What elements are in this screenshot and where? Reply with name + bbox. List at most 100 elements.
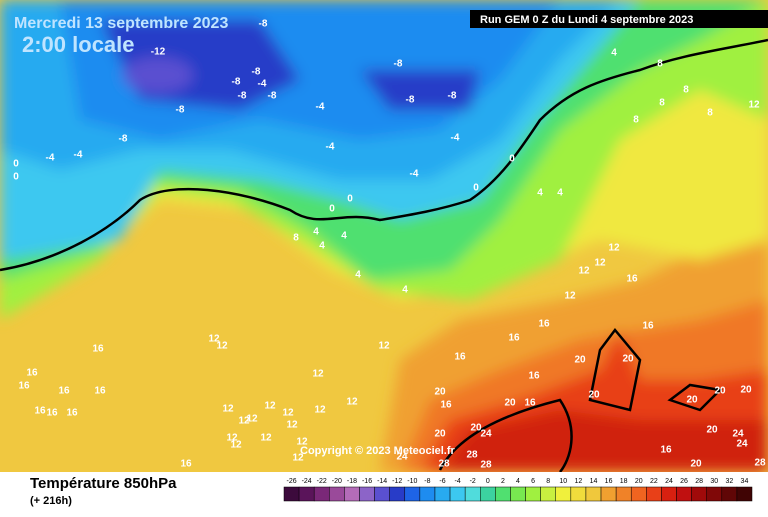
temp-label: 24 [480,429,492,440]
footer-title: Température 850hPa [30,475,177,492]
legend-label: 34 [741,478,749,485]
temp-label: 4 [319,241,325,252]
temp-label: 16 [454,352,466,363]
legend-swatch [480,486,496,502]
temp-label: 16 [58,386,70,397]
temp-label: 4 [355,270,361,281]
legend-label: 10 [559,478,567,485]
legend-swatch [661,486,677,502]
temp-label: -8 [259,19,268,30]
temp-label: 0 [509,154,515,165]
temp-label: 16 [660,445,672,456]
temp-label: -8 [268,91,277,102]
legend-swatch [495,486,511,502]
legend-label: 26 [680,478,688,485]
legend-swatch [464,486,481,502]
temp-label: 12 [346,397,358,408]
temp-label: 16 [94,386,106,397]
legend-swatch [615,486,632,502]
temp-label: 16 [34,406,46,417]
temp-label: 12 [314,405,326,416]
legend-label: -10 [407,478,417,485]
legend-label: 2 [501,478,505,485]
legend-swatch [540,486,556,502]
legend-swatch [736,486,753,502]
temp-label: 12 [378,341,390,352]
legend-label: -24 [302,478,312,485]
temp-label: 4 [557,188,563,199]
temp-label: -4 [74,150,83,161]
temp-label: 12 [222,404,234,415]
legend-label: -26 [286,478,296,485]
legend-swatch [706,486,723,502]
temp-label: 4 [402,285,408,296]
legend-label: -16 [362,478,372,485]
temp-label: 12 [264,401,276,412]
temp-label: 24 [732,429,744,440]
forecast-date: Mercredi 13 septembre 2023 [14,15,228,32]
map-labels: -8-12-848-8-8-4-8-8-8-8 -8-4-8-4-400-4-4-… [13,19,766,471]
legend-swatch [630,486,647,502]
legend-label: 20 [635,478,643,485]
forecast-time: 2:00 locale [22,32,135,57]
legend-swatch [404,486,421,502]
temp-label: -4 [326,142,335,153]
legend-swatch [721,486,738,502]
temp-label: 20 [622,354,634,365]
temp-label: -8 [448,91,457,102]
temp-label: 12 [748,100,760,111]
legend: -26 -24 -22 -20 -18 -16 -14 -12 -10 -8 -6 -4 -2 0 2 4 6 8… [283,478,753,502]
legend-swatch [344,486,360,502]
legend-swatch [434,486,451,502]
temp-label: 24 [396,452,408,463]
temp-label: -8 [252,67,261,78]
legend-label: -4 [454,478,460,485]
temp-label: 12 [208,334,220,345]
legend-label: 16 [605,478,613,485]
temp-label: 20 [470,423,482,434]
temp-label: 0 [347,194,353,205]
temp-label: 8 [633,115,639,126]
temp-label: 0 [13,159,19,170]
map-background [0,0,768,472]
temp-label: -4 [46,153,55,164]
temp-label: -4 [410,169,419,180]
temp-label: 16 [180,459,192,470]
temp-label: 8 [659,98,665,109]
temp-label: -8 [238,91,247,102]
legend-label: -22 [317,478,327,485]
temp-label: -8 [176,105,185,116]
temp-label: 16 [538,319,550,330]
legend-swatch [676,486,692,502]
legend-swatch [313,486,330,502]
temp-label: 8 [293,233,299,244]
run-box [470,10,768,28]
temp-label: -8 [232,77,241,88]
legend-swatch [600,486,617,502]
temp-label: 12 [286,420,298,431]
legend-label: 0 [486,478,490,485]
temp-label: 28 [466,450,478,461]
legend-label: 24 [665,478,673,485]
temp-label: 12 [296,437,308,448]
temp-label: 4 [611,48,617,59]
temp-label: 20 [714,386,726,397]
temp-label: 20 [690,459,702,470]
legend-swatch [359,486,375,502]
temp-label: 0 [329,204,335,215]
legend-swatch [389,486,406,502]
legend-swatch [510,486,526,502]
legend-swatch [646,486,662,502]
run-info: Run GEM 0 Z du Lundi 4 septembre 2023 [480,14,693,26]
temp-label: -4 [258,79,267,90]
temp-label: 0 [473,183,479,194]
legend-label: -2 [470,478,476,485]
legend-label: 18 [620,478,628,485]
legend-label: 8 [546,478,550,485]
legend-swatch [570,486,587,502]
temp-label: 4 [313,227,319,238]
legend-label: 6 [531,478,535,485]
legend-label: 12 [574,478,582,485]
temp-label: -8 [406,95,415,106]
